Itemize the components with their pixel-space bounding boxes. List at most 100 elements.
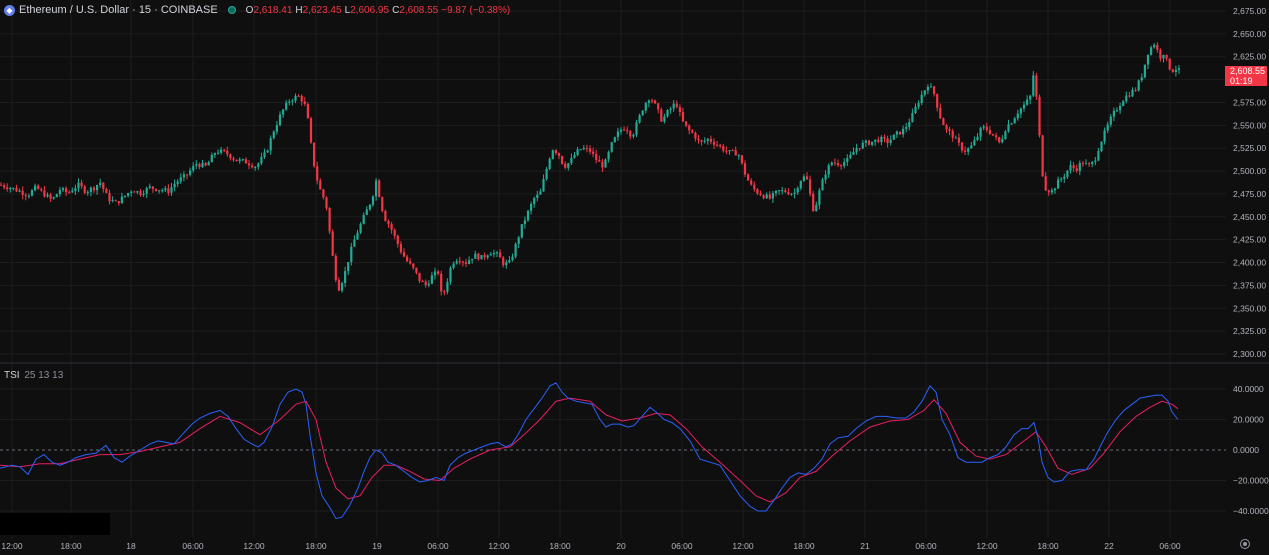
candle-body (384, 210, 387, 222)
candle-body (697, 138, 700, 141)
time-tick-label: 18:00 (793, 541, 815, 551)
tsi-legend[interactable]: TSI 25 13 13 (4, 370, 63, 381)
candle-body (440, 273, 443, 292)
time-tick-label: 12:00 (243, 541, 265, 551)
candle-body (985, 126, 988, 131)
candle-body (762, 195, 765, 199)
candle-body (1053, 188, 1057, 191)
candle-body (1100, 141, 1103, 152)
candle-body (1022, 104, 1026, 109)
candle-body (796, 188, 799, 193)
candle-body (464, 262, 468, 264)
time-tick-label: 06:00 (915, 541, 937, 551)
candle-body (694, 132, 697, 139)
time-tick-label: 18:00 (1037, 541, 1059, 551)
candle-body (508, 260, 511, 263)
redacted-overlay (0, 513, 110, 535)
candle-body (957, 137, 960, 143)
price-tick-label: 2,650.00 (1233, 29, 1266, 39)
candle-body (874, 139, 877, 142)
candle-body (936, 93, 939, 108)
candle-body (0, 184, 3, 186)
candle-body (396, 235, 399, 244)
candle-body (1156, 44, 1159, 50)
market-status-icon[interactable] (227, 6, 236, 14)
candle-body (678, 107, 681, 112)
candle-body (368, 204, 371, 210)
candle-body (604, 159, 607, 168)
candle-body (365, 209, 368, 216)
candle-body (951, 130, 954, 138)
candle-body (139, 191, 142, 195)
close-label: C (392, 4, 400, 16)
candle-body (564, 163, 567, 168)
candle-body (737, 155, 740, 157)
last-price: 2,608.55 (1230, 66, 1266, 76)
candle-body (743, 163, 747, 175)
candle-body (1013, 118, 1016, 124)
candle-body (765, 194, 768, 199)
candle-body (362, 215, 365, 224)
candle-body (331, 231, 334, 256)
candle-body (68, 192, 71, 194)
candle-body (533, 198, 536, 205)
candle-body (871, 141, 874, 145)
candle-body (424, 281, 427, 286)
candle-body (1044, 176, 1047, 191)
candle-body (967, 148, 970, 152)
price-axis[interactable]: 2,675.002,650.002,625.002,600.002,575.00… (1233, 6, 1266, 359)
candle-body (601, 161, 604, 168)
price-tick-label: 2,375.00 (1233, 280, 1266, 290)
candle-body (55, 194, 58, 198)
candle-body (316, 166, 319, 181)
candle-body (49, 194, 52, 199)
candle-body (1137, 80, 1140, 91)
candle-body (1153, 44, 1156, 48)
candle-body (167, 188, 170, 193)
candle-body (923, 90, 926, 95)
candle-body (127, 192, 130, 196)
candle-body (96, 185, 99, 191)
candle-body (1069, 165, 1072, 171)
candle-body (179, 177, 182, 182)
candle-body (300, 96, 303, 102)
candle-body (1140, 77, 1143, 81)
candle-body (18, 190, 21, 192)
candle-body (486, 255, 489, 258)
tsi-tick-label: −40.0000 (1233, 506, 1269, 516)
candle-body (688, 125, 691, 131)
candle-body (195, 164, 198, 166)
candle-body (204, 162, 207, 166)
candle-body (427, 283, 430, 286)
candle-body (164, 188, 167, 191)
candle-body (939, 107, 942, 119)
settings-gear-icon[interactable] (1240, 539, 1250, 549)
candle-body (988, 130, 991, 134)
candle-body (768, 194, 771, 199)
tsi-axis[interactable]: 40.0000 20.0000 0.0000 −20.0000 −40.0000 (1233, 384, 1269, 516)
candle-body (750, 180, 753, 185)
candle-body (883, 136, 886, 139)
candle-body (809, 179, 812, 194)
candle-body (889, 139, 892, 144)
tsi-tick-label: −20.0000 (1233, 476, 1269, 486)
candle-body (960, 142, 964, 151)
candle-body (421, 281, 424, 283)
symbol-title[interactable]: Ethereum / U.S. Dollar · 15 · COINBASE (19, 4, 218, 16)
candle-body (691, 130, 694, 133)
tsi-tick-label: 0.0000 (1233, 445, 1259, 455)
candle-body (877, 139, 880, 143)
candle-body (105, 189, 108, 194)
candle-body (254, 166, 257, 168)
candle-body (347, 262, 350, 272)
candle-body (378, 180, 381, 198)
price-tick-label: 2,300.00 (1233, 349, 1266, 359)
time-axis[interactable]: 12:00 18:00 18 06:00 12:00 18:00 19 06:00 12:00 1… (1, 541, 1181, 551)
candle-body (722, 146, 725, 151)
candle-body (381, 197, 384, 211)
price-tick-label: 2,625.00 (1233, 52, 1266, 62)
candle-body (740, 155, 743, 164)
candle-body (86, 191, 89, 193)
candle-body (102, 182, 105, 190)
